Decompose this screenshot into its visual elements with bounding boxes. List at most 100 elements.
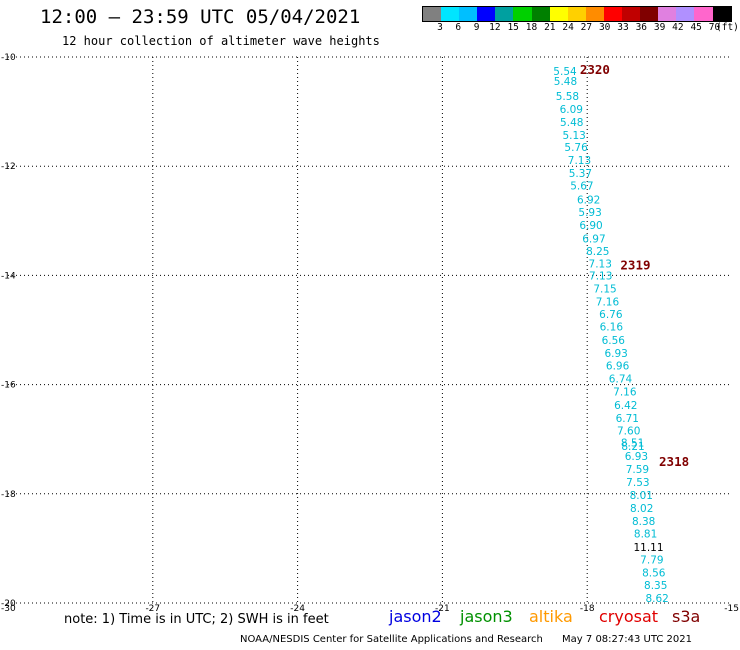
wave-height-value: 5.48 bbox=[560, 117, 583, 129]
scale-swatch bbox=[513, 7, 532, 21]
scale-swatch bbox=[658, 7, 677, 21]
y-tick-label: -20 bbox=[1, 599, 16, 609]
color-scale-unit: (ft) bbox=[716, 22, 739, 33]
wave-height-value: 5.48 bbox=[554, 76, 577, 88]
wave-height-value: 7.60 bbox=[617, 425, 640, 437]
wave-height-value: 5.76 bbox=[564, 142, 588, 154]
wave-height-value: 8.25 bbox=[586, 246, 609, 258]
pass-number: 2319 bbox=[620, 258, 650, 273]
wave-height-value: 5.67 bbox=[570, 180, 593, 192]
legend-altika: altika bbox=[529, 607, 573, 626]
wave-height-value: 8.81 bbox=[634, 529, 657, 541]
y-tick-label: -18 bbox=[1, 490, 16, 500]
legend-s3a: s3a bbox=[672, 607, 701, 626]
scale-swatch bbox=[622, 7, 641, 21]
scale-swatch bbox=[459, 7, 478, 21]
wave-height-value: 6.56 bbox=[602, 335, 626, 347]
scale-label: 45 bbox=[690, 22, 702, 33]
y-tick-label: -12 bbox=[1, 162, 16, 172]
page-subtitle: 12 hour collection of altimeter wave hei… bbox=[62, 34, 380, 48]
scale-swatch bbox=[585, 7, 604, 21]
wave-height-value: 6.42 bbox=[614, 400, 637, 412]
scale-swatch bbox=[640, 7, 659, 21]
wave-height-value: 8.51 bbox=[621, 437, 644, 449]
scale-swatch bbox=[712, 7, 731, 21]
scale-label: 39 bbox=[653, 22, 666, 33]
page-title: 12:00 – 23:59 UTC 05/04/2021 bbox=[40, 6, 361, 28]
x-tick-label: -30 bbox=[1, 604, 16, 614]
scale-swatch bbox=[531, 7, 550, 21]
wave-height-value: 7.53 bbox=[626, 477, 649, 489]
legend-cryosat: cryosat bbox=[599, 607, 659, 626]
wave-height-value: 8.02 bbox=[630, 503, 653, 515]
x-tick-label: -18 bbox=[580, 604, 595, 614]
legend-jason3: jason3 bbox=[460, 607, 513, 626]
scale-label: 24 bbox=[562, 22, 574, 33]
wave-height-value: 6.16 bbox=[600, 322, 624, 334]
scale-swatch bbox=[495, 7, 514, 21]
wave-height-value: 6.71 bbox=[616, 413, 639, 425]
wave-height-value: 5.58 bbox=[556, 91, 579, 103]
scale-swatch bbox=[441, 7, 460, 21]
wave-height-value: 6.97 bbox=[582, 233, 605, 245]
x-tick-label: -21 bbox=[435, 604, 450, 614]
legend-jason2: jason2 bbox=[389, 607, 442, 626]
pass-number: 2318 bbox=[659, 454, 689, 469]
scale-label: 30 bbox=[598, 22, 611, 33]
scale-label: 12 bbox=[489, 22, 501, 33]
color-scale-labels: 3 6 9 12 15 18 21 24 27 30 33 36 39 42 45 70 bbox=[422, 22, 732, 36]
wave-height-value: 7.13 bbox=[568, 155, 591, 167]
scale-swatch bbox=[549, 7, 568, 21]
scale-label: 70 bbox=[708, 22, 721, 33]
wave-height-value: 6.90 bbox=[579, 220, 602, 232]
wave-height-value: 5.13 bbox=[562, 130, 585, 142]
scale-label: 18 bbox=[525, 22, 538, 33]
wave-height-value: 7.15 bbox=[593, 284, 616, 296]
wave-height-value: 5.37 bbox=[569, 168, 592, 180]
wave-height-value: 6.09 bbox=[560, 104, 583, 116]
wave-height-value: 6.76 bbox=[599, 309, 623, 321]
y-tick-label: -14 bbox=[1, 271, 16, 281]
wave-height-value: 6.74 bbox=[609, 374, 633, 386]
scale-label: 15 bbox=[507, 22, 519, 33]
scale-label: 42 bbox=[672, 22, 684, 33]
wave-height-value: 7.59 bbox=[626, 464, 649, 476]
y-tick-label: -16 bbox=[1, 381, 16, 391]
footer: NOAA/NESDIS Center for Satellite Applica… bbox=[240, 634, 692, 645]
x-tick-label: -15 bbox=[724, 604, 739, 614]
scale-label: 27 bbox=[580, 22, 593, 33]
wave-height-value: 8.38 bbox=[632, 516, 655, 528]
scale-swatch bbox=[567, 7, 586, 21]
footer-timestamp: May 7 08:27:43 UTC 2021 bbox=[562, 634, 692, 645]
wave-height-value: 6.93 bbox=[604, 348, 627, 360]
scale-label: 9 bbox=[473, 22, 480, 33]
wave-height-value: 8.35 bbox=[644, 580, 667, 592]
scale-swatch bbox=[423, 7, 442, 21]
wave-height-value: 7.16 bbox=[596, 297, 620, 309]
wave-height-value: 7.13 bbox=[589, 258, 612, 270]
wave-height-value: 8.56 bbox=[642, 567, 666, 579]
wave-height-value: 5.54 bbox=[553, 66, 577, 78]
footnote: note: 1) Time is in UTC; 2) SWH is in fe… bbox=[64, 612, 329, 627]
scale-label: 21 bbox=[544, 22, 556, 33]
wave-height-value: 8.62 bbox=[645, 593, 668, 605]
wave-height-value: 8.01 bbox=[630, 490, 653, 502]
scale-label: 33 bbox=[617, 22, 629, 33]
scale-label: 3 bbox=[437, 22, 443, 33]
scale-label: 36 bbox=[635, 22, 648, 33]
wave-height-value: 7.13 bbox=[589, 270, 612, 282]
wave-height-value: 6.93 bbox=[625, 451, 648, 463]
x-tick-label: -27 bbox=[145, 604, 160, 614]
scale-label: 6 bbox=[455, 22, 462, 33]
wave-height-value: 5.93 bbox=[578, 207, 601, 219]
wave-height-value: 6.96 bbox=[606, 360, 630, 372]
scale-swatch bbox=[477, 7, 496, 21]
y-tick-label: -10 bbox=[1, 53, 16, 63]
wave-height-value: 8.21 bbox=[621, 441, 644, 453]
scale-swatch bbox=[694, 7, 713, 21]
x-tick-label: -24 bbox=[290, 604, 305, 614]
wave-height-value: 6.92 bbox=[577, 195, 600, 207]
wave-height-value: 11.11 bbox=[633, 542, 663, 554]
